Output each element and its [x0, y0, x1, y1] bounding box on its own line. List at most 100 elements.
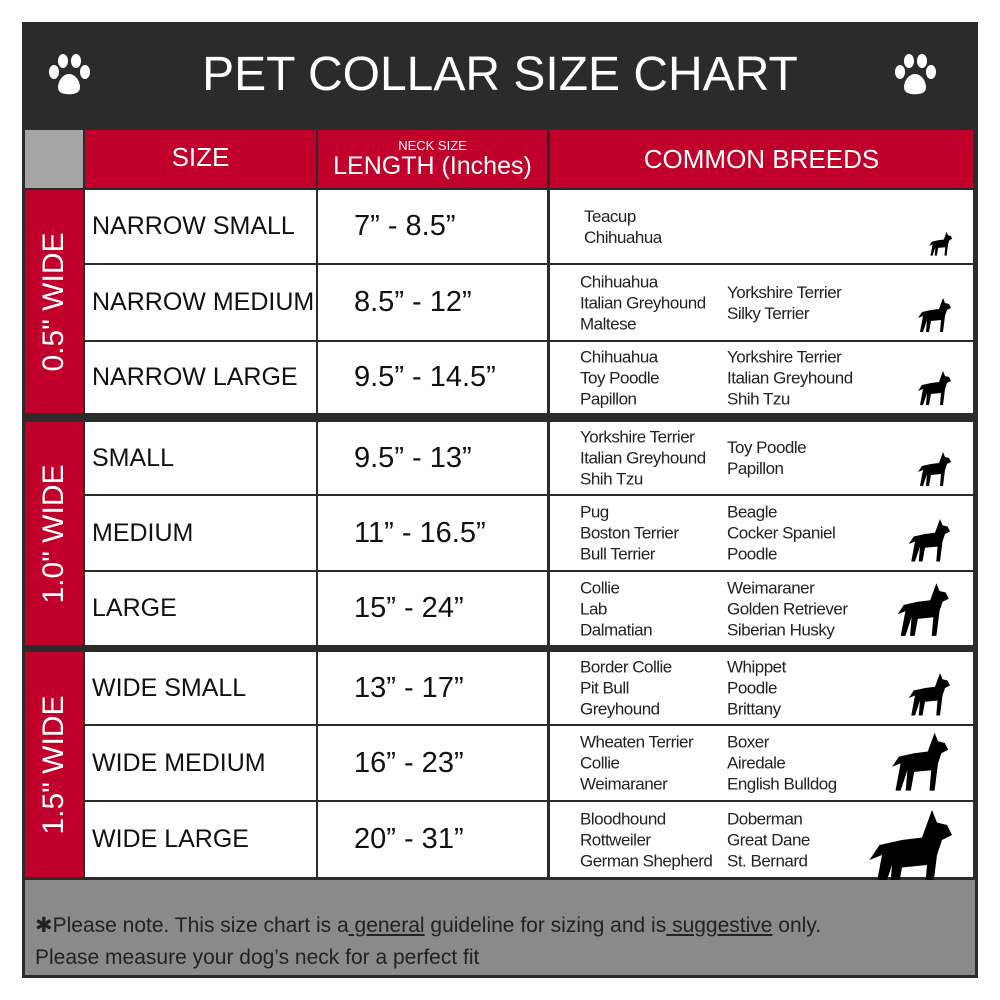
- breed-list: Toy Poodle Papillon: [727, 437, 807, 479]
- breed-name: Lab: [580, 599, 607, 618]
- breed-name: Pug: [580, 502, 609, 522]
- breed-name: Chihuahua: [580, 347, 658, 366]
- breeds-cell: Pug Boston Terrier Bull Terrier Beagle Cocke…: [550, 496, 973, 570]
- length-cell: 20” - 31”: [318, 802, 547, 877]
- breed-name: Shih Tzu: [580, 469, 643, 489]
- breed-name: Wheaten Terrier: [580, 732, 694, 752]
- group-label-text: 0.5" WIDE: [37, 231, 70, 372]
- group-label-text: 1.5" WIDE: [37, 694, 70, 835]
- breed-name: Rottweiler: [580, 830, 651, 849]
- breeds-cell: Teacup Chihuahua: [550, 190, 973, 263]
- breed-list: Chihuahua Toy Poodle Papillon: [580, 346, 660, 409]
- size-cell: MEDIUM: [85, 496, 316, 570]
- breed-name: Pit Bull: [580, 678, 629, 698]
- size-cell: WIDE MEDIUM: [85, 726, 316, 800]
- breed-name: Brittany: [727, 699, 781, 719]
- breed-name: Papillon: [727, 459, 784, 478]
- breeds-cell: Bloodhound Rottweiler German Shepherd Dober…: [550, 802, 973, 895]
- footer-note: ✱Please note. This size chart is a gener…: [25, 880, 975, 975]
- breed-name: German Shepherd: [580, 851, 713, 870]
- breed-name: Bull Terrier: [580, 544, 655, 564]
- breed-list: Yorkshire Terrier Silky Terrier: [727, 282, 842, 324]
- group-label: 1.0" WIDE: [25, 422, 83, 645]
- size-cell: WIDE LARGE: [85, 802, 316, 877]
- doberman-icon: [869, 810, 952, 895]
- breed-name: Great Dane: [727, 830, 810, 849]
- length-cell: 8.5” - 12”: [318, 265, 547, 340]
- paw-icon: [895, 54, 936, 95]
- length-cell: 15” - 24”: [318, 572, 547, 645]
- bulldog-icon: [908, 673, 950, 716]
- note-text: ✱Please note. This size chart is a: [35, 914, 349, 937]
- breed-name: Weimaraner: [727, 578, 815, 597]
- breed-name: Collie: [580, 753, 620, 773]
- breed-list: Whippet Poodle Brittany: [727, 657, 786, 720]
- breed-list: Doberman Great Dane St. Bernard: [727, 808, 810, 871]
- breed-list: Wheaten Terrier Collie Weimaraner: [580, 732, 694, 795]
- group-label: 1.5" WIDE: [25, 652, 83, 877]
- breed-name: Yorkshire Terrier: [727, 282, 842, 302]
- shepherd-icon: [897, 583, 949, 636]
- breed-name: Yorkshire Terrier: [727, 347, 842, 366]
- note-suggestive: suggestive: [666, 914, 773, 937]
- breed-list: Boxer Airedale English Bulldog: [727, 732, 837, 795]
- breed-list: Yorkshire Terrier Italian Greyhound Shih T…: [580, 427, 706, 490]
- breed-name: Poodle: [727, 678, 777, 698]
- breed-list: Beagle Cocker Spaniel Poodle: [727, 502, 836, 565]
- group-label-text: 1.0" WIDE: [37, 463, 70, 604]
- group-label: 0.5" WIDE: [25, 190, 83, 413]
- breed-name: Border Collie: [580, 657, 672, 677]
- header-breeds: COMMON BREEDS: [550, 130, 973, 188]
- dachshund-icon: [908, 519, 950, 562]
- length-cell: 16” - 23”: [318, 726, 547, 800]
- breed-name: Dalmatian: [580, 620, 653, 639]
- breed-name: Doberman: [727, 809, 803, 828]
- breed-list: Bloodhound Rottweiler German Shepherd: [580, 808, 713, 871]
- breed-list: Pug Boston Terrier Bull Terrier: [580, 502, 679, 565]
- page-title: PET COLLAR SIZE CHART: [202, 48, 798, 101]
- size-cell: NARROW LARGE: [85, 342, 316, 413]
- breed-name: Airedale: [727, 753, 786, 773]
- length-cell: 9.5” - 13”: [318, 422, 547, 494]
- breeds-cell: Chihuahua Toy Poodle Papillon Yorkshire Ter…: [550, 342, 973, 413]
- breeds-cell: Collie Lab Dalmatian Weimaraner Golden Retri…: [550, 572, 973, 645]
- pomeranian-icon: [918, 371, 951, 405]
- note-text: only.: [772, 914, 822, 937]
- breed-name: Maltese: [580, 314, 637, 333]
- breed-name: Collie: [580, 578, 620, 597]
- breed-list: Teacup Chihuahua: [584, 206, 662, 248]
- breed-list: Yorkshire Terrier Italian Greyhound Shih T…: [727, 346, 853, 409]
- note-line2: Please measure your dog’s neck for a per…: [35, 946, 480, 969]
- breed-name: Boxer: [727, 732, 769, 752]
- breed-list: Border Collie Pit Bull Greyhound: [580, 657, 672, 720]
- breed-name: Whippet: [727, 657, 786, 677]
- breed-name: Shih Tzu: [727, 389, 790, 408]
- length-cell: 13” - 17”: [318, 652, 547, 724]
- breed-name: Chihuahua: [584, 227, 662, 247]
- breed-name: Siberian Husky: [727, 620, 835, 639]
- breed-name: Chihuahua: [580, 272, 658, 291]
- breed-name: Yorkshire Terrier: [580, 427, 695, 447]
- breed-name: Papillon: [580, 389, 637, 408]
- paw-icon: [49, 54, 90, 95]
- breed-name: Poodle: [727, 544, 777, 564]
- pitbull-icon: [892, 732, 949, 791]
- breed-list: Chihuahua Italian Greyhound Maltese: [580, 271, 706, 334]
- breed-name: Italian Greyhound: [580, 293, 706, 312]
- size-cell: LARGE: [85, 572, 316, 645]
- header-length-label: LENGTH (Inches): [333, 152, 532, 180]
- breed-name: Toy Poodle: [580, 368, 660, 387]
- size-cell: NARROW MEDIUM: [85, 265, 316, 340]
- pomeranian-icon: [918, 452, 951, 486]
- breeds-cell: Chihuahua Italian Greyhound Maltese Yorkshi…: [550, 265, 973, 340]
- header-size: SIZE: [85, 130, 316, 188]
- breeds-cell: Yorkshire Terrier Italian Greyhound Shih T…: [550, 422, 973, 494]
- breed-name: Bloodhound: [580, 809, 666, 828]
- breed-name: Teacup: [584, 206, 636, 226]
- breeds-cell: Wheaten Terrier Collie Weimaraner Boxer Aire…: [550, 726, 973, 800]
- size-cell: WIDE SMALL: [85, 652, 316, 724]
- size-cell: SMALL: [85, 422, 316, 494]
- breed-list: Collie Lab Dalmatian: [580, 577, 653, 640]
- header-length: NECK SIZE LENGTH (Inches): [318, 130, 547, 188]
- breed-list: Weimaraner Golden Retriever Siberian Husky: [727, 577, 848, 640]
